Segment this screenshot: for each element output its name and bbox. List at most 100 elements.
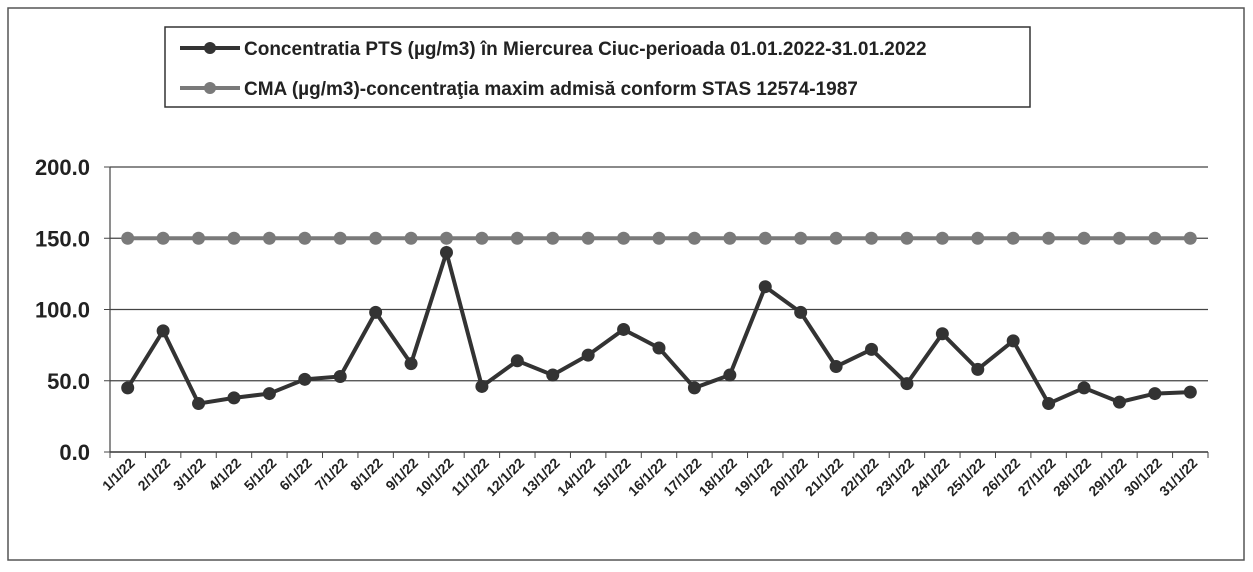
x-tick-label: 24/1/22 bbox=[908, 455, 952, 499]
legend-marker bbox=[204, 82, 216, 94]
chart-border bbox=[7, 7, 1245, 561]
data-point bbox=[475, 379, 489, 393]
x-tick-label: 25/1/22 bbox=[944, 455, 988, 499]
data-point bbox=[900, 377, 914, 391]
data-point bbox=[333, 231, 347, 245]
x-tick-label: 28/1/22 bbox=[1050, 455, 1094, 499]
data-point bbox=[121, 381, 135, 395]
data-point bbox=[900, 231, 914, 245]
x-tick-label: 21/1/22 bbox=[802, 455, 846, 499]
x-tick-label: 10/1/22 bbox=[412, 455, 456, 499]
data-point bbox=[475, 231, 489, 245]
x-tick-label: 19/1/22 bbox=[731, 455, 775, 499]
x-tick-label: 14/1/22 bbox=[554, 455, 598, 499]
x-tick-label: 1/1/22 bbox=[99, 455, 138, 494]
x-tick-label: 15/1/22 bbox=[589, 455, 633, 499]
data-point bbox=[439, 231, 453, 245]
x-tick-label: 3/1/22 bbox=[170, 455, 209, 494]
data-point bbox=[546, 231, 560, 245]
data-point bbox=[121, 231, 135, 245]
x-tick-label: 27/1/22 bbox=[1014, 455, 1058, 499]
data-point bbox=[723, 368, 737, 382]
data-point bbox=[404, 357, 418, 371]
data-point bbox=[333, 369, 347, 383]
data-point bbox=[192, 231, 206, 245]
data-point bbox=[829, 360, 843, 373]
data-point bbox=[935, 231, 949, 245]
data-point bbox=[652, 341, 666, 355]
data-point bbox=[1148, 387, 1162, 401]
data-point bbox=[971, 231, 985, 245]
x-tick-label: 30/1/22 bbox=[1121, 455, 1165, 499]
data-point bbox=[1148, 231, 1162, 245]
y-tick-label: 150.0 bbox=[35, 226, 90, 251]
data-point bbox=[829, 231, 843, 245]
data-point bbox=[1112, 231, 1126, 245]
data-point bbox=[298, 372, 312, 386]
data-point bbox=[1006, 231, 1020, 245]
data-point bbox=[262, 231, 276, 245]
data-point bbox=[404, 231, 418, 245]
data-point bbox=[617, 322, 631, 336]
data-point bbox=[262, 387, 276, 401]
x-tick-label: 8/1/22 bbox=[347, 455, 386, 494]
data-point bbox=[1042, 397, 1056, 411]
x-tick-label: 11/1/22 bbox=[448, 455, 492, 499]
data-point bbox=[510, 354, 524, 368]
data-point bbox=[1183, 385, 1197, 399]
data-point bbox=[1112, 395, 1126, 409]
x-tick-label: 13/1/22 bbox=[519, 455, 563, 499]
data-point bbox=[687, 381, 701, 395]
y-tick-label: 0.0 bbox=[59, 440, 90, 465]
data-point bbox=[794, 231, 808, 245]
legend-label: CMA (µg/m3)-concentraţia maxim admisă co… bbox=[244, 79, 858, 100]
data-point bbox=[227, 391, 241, 405]
x-tick-label: 6/1/22 bbox=[276, 455, 315, 494]
data-point bbox=[935, 327, 949, 341]
data-point bbox=[156, 324, 170, 338]
data-point bbox=[687, 231, 701, 245]
data-point bbox=[1183, 231, 1197, 245]
x-tick-label: 22/1/22 bbox=[837, 455, 881, 499]
x-tick-label: 4/1/22 bbox=[205, 455, 244, 494]
data-point bbox=[971, 362, 985, 376]
data-point bbox=[192, 397, 206, 411]
data-point bbox=[652, 231, 666, 245]
x-tick-label: 12/1/22 bbox=[483, 455, 527, 499]
data-point bbox=[1006, 334, 1020, 348]
data-point bbox=[546, 368, 560, 382]
data-point bbox=[758, 280, 772, 294]
y-tick-label: 100.0 bbox=[35, 298, 90, 323]
x-tick-label: 2/1/22 bbox=[134, 455, 173, 494]
data-point bbox=[369, 305, 383, 319]
data-point bbox=[439, 246, 453, 259]
data-point bbox=[723, 231, 737, 245]
data-point bbox=[865, 231, 879, 245]
data-point bbox=[617, 231, 631, 245]
data-point bbox=[1042, 231, 1056, 245]
data-point bbox=[369, 231, 383, 245]
x-tick-label: 5/1/22 bbox=[241, 455, 280, 494]
x-tick-label: 7/1/22 bbox=[312, 455, 351, 494]
x-tick-label: 29/1/22 bbox=[1085, 455, 1129, 499]
data-point bbox=[581, 348, 595, 362]
legend-marker bbox=[204, 42, 216, 54]
x-tick-label: 20/1/22 bbox=[766, 455, 810, 499]
data-point bbox=[227, 231, 241, 245]
x-tick-label: 16/1/22 bbox=[625, 455, 669, 499]
legend-label: Concentratia PTS (µg/m3) în Miercurea Ci… bbox=[244, 39, 927, 60]
x-tick-label: 26/1/22 bbox=[979, 455, 1023, 499]
data-point bbox=[510, 231, 524, 245]
y-tick-label: 200.0 bbox=[35, 155, 90, 180]
y-tick-label: 50.0 bbox=[47, 369, 90, 394]
data-point bbox=[865, 342, 879, 356]
x-tick-label: 23/1/22 bbox=[873, 455, 917, 499]
data-point bbox=[156, 231, 170, 245]
data-point bbox=[581, 231, 595, 245]
data-point bbox=[298, 231, 312, 245]
data-point bbox=[794, 305, 808, 319]
legend-box bbox=[164, 26, 1031, 108]
data-point bbox=[1077, 381, 1091, 395]
data-point bbox=[1077, 231, 1091, 245]
